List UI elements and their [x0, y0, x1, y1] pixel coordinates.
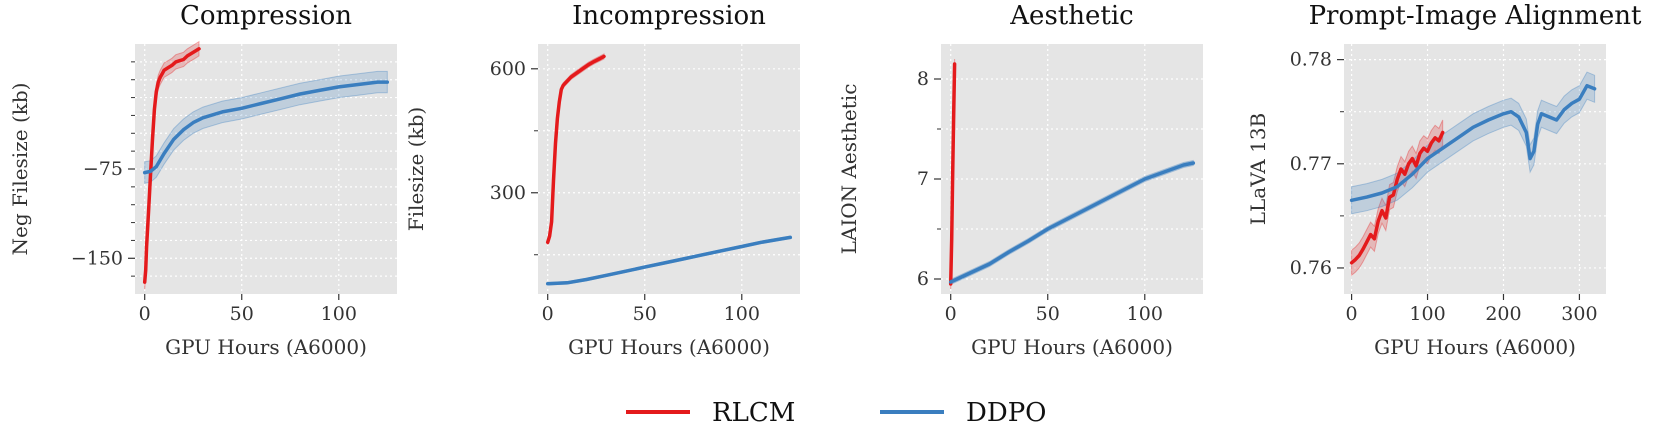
prompt-image-alignment-xtick-label: 200 — [1485, 303, 1521, 325]
aesthetic-ylabel: LAION Aesthetic — [837, 84, 861, 255]
prompt-image-alignment-plot-background — [1344, 44, 1606, 294]
aesthetic-plot-background — [941, 44, 1203, 294]
prompt-image-alignment-xlabel: GPU Hours (A6000) — [1374, 335, 1576, 359]
prompt-image-alignment-rlcm-line — [1349, 130, 1445, 265]
incompression-ytick-label: 300 — [490, 182, 526, 204]
legend: RLCM DDPO — [626, 398, 1047, 428]
aesthetic-ytick-label: 6 — [917, 268, 929, 290]
incompression-xtick-label: 0 — [542, 303, 554, 325]
compression-ytick-label: −150 — [71, 247, 123, 269]
prompt-image-alignment-ytick-label: 0.77 — [1290, 153, 1332, 175]
incompression-title: Incompression — [572, 1, 766, 31]
panels: 0 50 100 −150 −75 Compression GPU Hours (A6000… — [8, 1, 1642, 359]
incompression-plot-background — [538, 44, 800, 294]
prompt-image-alignment-xtick-label: 300 — [1561, 303, 1597, 325]
incompression-ylabel: Filesize (kb) — [404, 107, 428, 231]
aesthetic-ytick-label: 7 — [917, 168, 929, 190]
compression-ylabel: Neg Filesize (kb) — [8, 83, 32, 256]
compression-title: Compression — [180, 1, 352, 31]
incompression-rlcm-line — [545, 54, 606, 245]
prompt-image-alignment-ylabel: LLaVA 13B — [1246, 113, 1270, 226]
compression-xtick-label: 0 — [139, 303, 151, 325]
aesthetic-xtick-label: 100 — [1127, 303, 1163, 325]
incompression-xlabel: GPU Hours (A6000) — [568, 335, 770, 359]
panel-compression: 0 50 100 −150 −75 Compression GPU Hours (A6000… — [8, 1, 397, 359]
prompt-image-alignment-ddpo-band — [1351, 71, 1596, 215]
compression-rlcm-line — [142, 47, 201, 284]
prompt-image-alignment-ddpo-line — [1349, 83, 1597, 203]
aesthetic-xtick-label: 0 — [945, 303, 957, 325]
incompression-ddpo-line — [545, 235, 793, 286]
compression-xlabel: GPU Hours (A6000) — [165, 335, 367, 359]
panel-incompression: 0 50 100 300 600 Incompression GPU Hours (A600… — [404, 1, 800, 359]
compression-ddpo-band — [144, 70, 388, 184]
prompt-image-alignment-ytick-label: 0.78 — [1290, 49, 1332, 71]
incompression-ytick-label: 600 — [490, 58, 526, 80]
compression-ddpo-line — [142, 80, 390, 175]
compression-xtick-label: 100 — [321, 303, 357, 325]
aesthetic-rlcm-line — [948, 62, 957, 286]
incompression-xtick-label: 50 — [633, 303, 657, 325]
prompt-image-alignment-xtick-label: 100 — [1409, 303, 1445, 325]
legend-ddpo-label: DDPO — [966, 398, 1047, 428]
panel-aesthetic: 0 50 100 6 7 8 Aesthetic GPU Hours (A6000) LAION… — [837, 1, 1203, 359]
prompt-image-alignment-ytick-label: 0.76 — [1290, 257, 1332, 279]
prompt-image-alignment-xtick-label: 0 — [1346, 303, 1358, 325]
aesthetic-title: Aesthetic — [1009, 1, 1133, 31]
aesthetic-xlabel: GPU Hours (A6000) — [971, 335, 1173, 359]
legend-rlcm-label: RLCM — [712, 398, 795, 428]
panel-prompt-image-alignment: 0 100 200 300 0.76 0.77 0.78 Prompt-Image Align… — [1246, 1, 1642, 359]
aesthetic-ddpo-line — [948, 161, 1196, 284]
compression-xtick-label: 50 — [230, 303, 254, 325]
incompression-xtick-label: 100 — [724, 303, 760, 325]
compression-ytick-label: −75 — [83, 158, 123, 180]
prompt-image-alignment-title: Prompt-Image Alignment — [1309, 1, 1642, 31]
aesthetic-xtick-label: 50 — [1036, 303, 1060, 325]
aesthetic-ytick-label: 8 — [917, 68, 929, 90]
